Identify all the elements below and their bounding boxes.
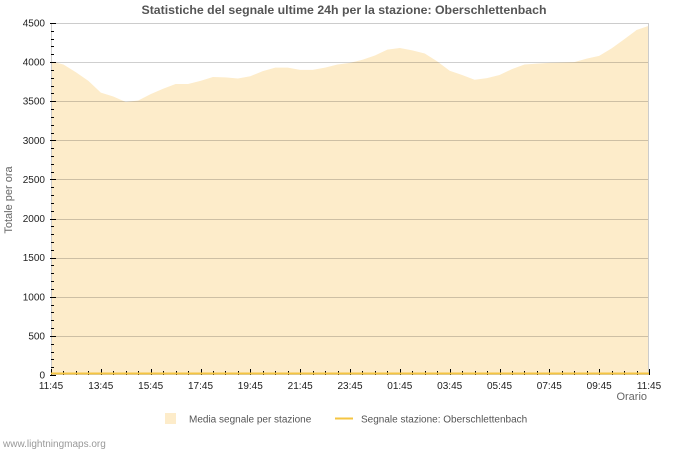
legend-swatch-area	[165, 413, 176, 424]
legend-label-average-signal: Media segnale per stazione	[189, 415, 312, 426]
y-axis-tick-labels: 0 500 1000 1500 2000 2500 3000 3500 4000 4500	[23, 19, 46, 382]
x-tick-label: 11:45	[637, 381, 662, 392]
x-tick-label: 21:45	[288, 381, 313, 392]
y-tick-label: 4500	[23, 19, 46, 30]
x-tick-label: 01:45	[387, 381, 412, 392]
x-tick-label: 13:45	[88, 381, 113, 392]
x-tick-label: 11:45	[39, 381, 64, 392]
site-url-watermark: www.lightningmaps.org	[2, 439, 106, 450]
x-axis-title: Orario	[616, 391, 647, 403]
y-tick-label: 500	[28, 331, 45, 342]
y-tick-label: 0	[39, 371, 45, 382]
legend-label-station-signal: Segnale stazione: Oberschlettenbach	[361, 415, 527, 426]
x-tick-label: 15:45	[138, 381, 163, 392]
x-tick-label: 09:45	[587, 381, 612, 392]
x-tick-label: 17:45	[188, 381, 213, 392]
y-tick-label: 1000	[23, 292, 46, 303]
plot-area	[51, 25, 649, 376]
gridlines	[51, 62, 649, 337]
x-tick-label: 07:45	[537, 381, 562, 392]
y-tick-label: 2500	[23, 175, 46, 186]
y-tick-label: 4000	[23, 58, 46, 69]
x-tick-label: 05:45	[487, 381, 512, 392]
y-tick-label: 3500	[23, 97, 46, 108]
y-axis-title: Totale per ora	[3, 165, 15, 233]
y-tick-label: 3000	[23, 136, 46, 147]
y-tick-label: 2000	[23, 214, 46, 225]
x-tick-label: 19:45	[238, 381, 263, 392]
x-tick-label: 03:45	[437, 381, 462, 392]
y-tick-label: 1500	[23, 253, 46, 264]
x-tick-label: 23:45	[337, 381, 362, 392]
legend-item-average-signal: Media segnale per stazione	[165, 413, 312, 426]
chart-title: Statistiche del segnale ultime 24h per l…	[142, 5, 547, 17]
legend: Media segnale per stazione Segnale stazi…	[165, 413, 527, 426]
area-series-average-signal	[51, 25, 649, 376]
x-axis-tick-labels: 11:45 13:45 15:45 17:45 19:45 21:45 23:45 01:45…	[39, 381, 662, 392]
legend-item-station-signal: Segnale stazione: Oberschlettenbach	[335, 415, 527, 426]
